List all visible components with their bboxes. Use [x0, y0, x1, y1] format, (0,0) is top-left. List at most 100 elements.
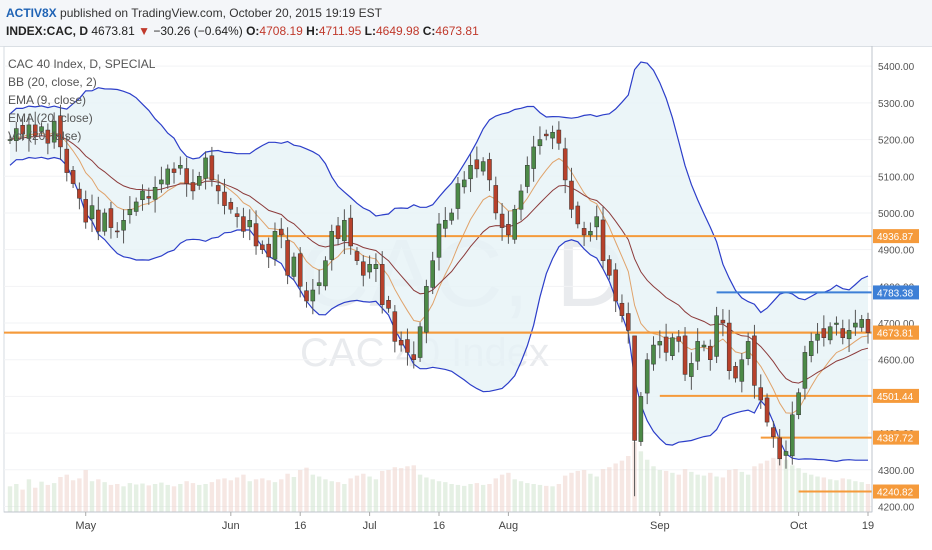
candle-body	[752, 335, 757, 386]
volume-bar	[720, 477, 726, 512]
volume-bar	[531, 484, 536, 512]
candle-body	[550, 131, 555, 139]
volume-bar	[26, 479, 32, 512]
candle-body	[386, 300, 391, 309]
candle-body	[556, 129, 562, 144]
candle-body	[815, 333, 820, 341]
chart-header: ACTIV8X published on TradingView.com, Oc…	[0, 0, 932, 47]
candle-body	[335, 225, 341, 239]
bb-upper-line	[9, 61, 869, 314]
candle-body	[708, 345, 713, 360]
high-label: H:	[306, 24, 319, 38]
candle-body	[348, 217, 353, 247]
volume-bars	[7, 442, 871, 512]
volume-bar	[783, 459, 789, 512]
candle-body	[417, 326, 423, 358]
level-label-text: 4387.72	[877, 434, 914, 445]
candle-body	[562, 148, 568, 181]
candle-body	[190, 182, 196, 192]
candle-body	[726, 322, 732, 371]
volume-bar	[758, 463, 763, 512]
volume-bar	[335, 482, 341, 512]
candle-body	[474, 159, 480, 170]
candle-body	[279, 228, 284, 236]
price-tick-label: 5000.00	[878, 209, 915, 220]
volume-bar	[304, 467, 309, 512]
candle-body	[96, 209, 101, 232]
candle-body	[537, 139, 543, 147]
volume-bar	[689, 471, 694, 512]
volume-bar	[796, 468, 801, 512]
candle-body	[619, 302, 625, 316]
candle-body	[51, 120, 57, 143]
price-tick-label: 5400.00	[878, 62, 915, 73]
candle-body	[171, 168, 177, 173]
price-tick-label: 4700.00	[878, 319, 915, 330]
volume-bar	[234, 477, 240, 512]
legend-bb[interactable]: BB (20, close, 2)	[8, 75, 97, 89]
high-value: 4711.95	[318, 24, 362, 38]
bb-lower-line	[9, 156, 868, 463]
volume-bar	[865, 484, 871, 512]
level-label-tag	[873, 285, 919, 300]
candle-body	[745, 341, 751, 359]
volume-bar	[708, 472, 713, 512]
volume-bar	[607, 467, 612, 512]
candle-body	[209, 155, 215, 181]
volume-bar	[859, 482, 864, 512]
volume-bar	[354, 475, 360, 512]
author-name[interactable]: ACTIV8X	[6, 6, 57, 20]
candle-body	[449, 212, 454, 221]
level-label-tag	[873, 484, 919, 499]
volume-bar	[108, 484, 114, 512]
time-axis[interactable]: May Jun 16 Jul 16 Aug Sep Oct 19	[4, 511, 874, 532]
candle-body	[83, 199, 88, 223]
candle-body	[102, 212, 107, 232]
volume-bar	[146, 485, 152, 512]
volume-bar	[222, 478, 227, 512]
publish-line: ACTIV8X published on TradingView.com, Oc…	[6, 6, 382, 20]
legend-ema9[interactable]: EMA (9, close)	[8, 93, 87, 107]
candle-body	[241, 216, 246, 232]
volume-bar	[518, 481, 524, 512]
candle-body	[632, 335, 637, 441]
volume-bar	[436, 481, 442, 512]
candle-body	[682, 335, 688, 375]
volume-bar	[474, 483, 480, 512]
volume-bar	[480, 484, 486, 512]
candle-body	[405, 339, 410, 353]
candle-body	[178, 165, 183, 169]
time-tick-label: 16	[294, 520, 306, 532]
volume-bar	[291, 477, 297, 512]
volume-bar	[133, 484, 139, 512]
volume-bar	[316, 476, 322, 512]
volume-bar	[745, 474, 751, 512]
legend-ema20[interactable]: EMA (20, close)	[8, 111, 93, 125]
volume-bar	[310, 474, 316, 512]
volume-bar	[115, 484, 120, 512]
low-label: L:	[364, 24, 376, 38]
candle-body	[361, 261, 366, 276]
volume-bar	[430, 479, 435, 512]
candle-body	[499, 213, 505, 228]
volume-bar	[600, 469, 606, 512]
open-value: 4708.19	[259, 24, 303, 38]
candle-body	[392, 311, 398, 342]
level-label-tag	[873, 229, 919, 244]
price-axis[interactable]: 4200.004300.004400.004500.004600.004700.…	[871, 46, 919, 513]
last-price-label-tag	[873, 325, 919, 340]
candle-body	[45, 129, 51, 144]
time-tick-label: Jun	[222, 520, 240, 532]
volume-bar	[272, 482, 278, 512]
published-text: published on TradingView.com, October 20…	[60, 6, 383, 20]
volume-bar	[462, 485, 467, 512]
price-chart[interactable]: CAC, D CAC 40 Index 4200.004300.004400.0…	[0, 46, 932, 550]
volume-bar	[790, 465, 795, 512]
volume-bar	[840, 478, 845, 512]
volume-bar	[815, 476, 820, 512]
candle-body	[228, 202, 234, 210]
change-arrow-icon: ▼	[138, 24, 150, 38]
volume-bar	[764, 460, 770, 512]
candle-body	[487, 159, 492, 181]
legend-vol[interactable]: Vol (20, false)	[8, 129, 82, 143]
